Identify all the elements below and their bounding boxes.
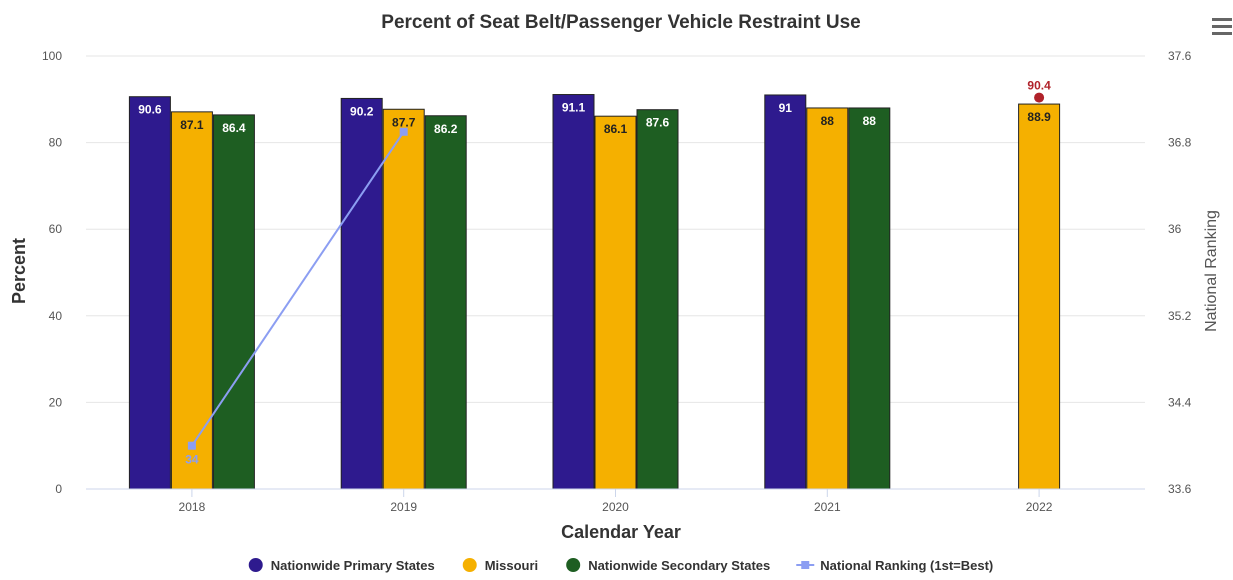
ranking-point[interactable] (187, 441, 196, 450)
y2-tick-label: 34.4 (1168, 395, 1192, 409)
legend: Nationwide Primary States Missouri Nationw… (248, 558, 993, 573)
y-tick-label: 0 (55, 482, 62, 496)
legend-item[interactable]: National Ranking (1st=Best) (796, 558, 993, 573)
legend-label: Missouri (485, 558, 538, 573)
x-axis-title: Calendar Year (561, 522, 681, 542)
y2-tick-label: 33.6 (1168, 482, 1192, 496)
chart-title: Percent of Seat Belt/Passenger Vehicle R… (381, 12, 860, 33)
legend-marker (801, 561, 810, 569)
bar-value-label: 86.1 (604, 122, 628, 136)
bar-value-label: 88 (821, 114, 835, 128)
axes: 0 20 40 60 80 100 33.6 34.4 35.2 36 36.8 37.6 2018 20… (42, 49, 1192, 514)
bars (128, 94, 1061, 490)
bar-value-label: 88 (863, 114, 877, 128)
legend-label: Nationwide Primary States (271, 558, 435, 573)
bar[interactable] (1018, 103, 1061, 490)
bar-value-label: 87.7 (392, 115, 416, 129)
bar-value-label: 87.1 (180, 118, 204, 132)
extra-point-label: 90.4 (1027, 79, 1051, 93)
x-tick-label: 2018 (179, 500, 206, 514)
y2-axis-title: National Ranking (1203, 210, 1220, 332)
y-tick-label: 100 (42, 49, 62, 63)
bar[interactable] (340, 97, 383, 490)
y-tick-label: 80 (49, 136, 63, 150)
ranking-point[interactable] (399, 127, 408, 136)
bar[interactable] (382, 108, 425, 490)
bar-value-label: 90.6 (138, 103, 162, 117)
hamburger-menu-icon[interactable] (1208, 14, 1233, 40)
x-tick-label: 2021 (814, 500, 841, 514)
x-tick-label: 2022 (1026, 500, 1053, 514)
bar[interactable] (594, 115, 637, 490)
bar-value-label: 91 (779, 101, 793, 115)
ranking-line (191, 131, 405, 447)
extra-point[interactable] (1034, 92, 1045, 103)
legend-marker (248, 558, 263, 572)
y-tick-label: 60 (49, 222, 63, 236)
bar-value-label: 88.9 (1027, 110, 1051, 124)
legend-label: Nationwide Secondary States (588, 558, 770, 573)
x-tick-label: 2019 (390, 500, 417, 514)
legend-label: National Ranking (1st=Best) (820, 558, 993, 573)
y-tick-label: 20 (49, 395, 63, 409)
bar[interactable] (764, 94, 807, 490)
data-labels: 90.6 87.1 86.4 90.2 87.7 86.2 91.1 86.1 87.6 91 88… (138, 101, 1051, 137)
y2-tick-label: 37.6 (1168, 49, 1192, 63)
y2-tick-label: 35.2 (1168, 309, 1192, 323)
bar-value-label: 86.4 (222, 121, 246, 135)
bar-value-label: 87.6 (646, 116, 670, 130)
legend-item[interactable]: Nationwide Primary States (248, 558, 435, 573)
y2-tick-label: 36.8 (1168, 136, 1192, 150)
ranking-line-layer: 34 90.4 (185, 79, 1051, 467)
bar[interactable] (552, 94, 595, 490)
legend-marker (566, 558, 581, 572)
y2-tick-label: 36 (1168, 222, 1182, 236)
bar[interactable] (806, 107, 849, 490)
bar[interactable] (170, 111, 213, 490)
bar[interactable] (424, 115, 467, 490)
legend-item[interactable]: Nationwide Secondary States (566, 558, 770, 573)
y-axis-title: Percent (9, 238, 29, 304)
legend-marker (462, 558, 477, 572)
bar[interactable] (212, 114, 255, 490)
y-tick-label: 40 (49, 309, 63, 323)
bar-value-label: 91.1 (562, 101, 586, 115)
bar[interactable] (128, 96, 171, 490)
bar-value-label: 86.2 (434, 122, 458, 136)
legend-item[interactable]: Missouri (462, 558, 538, 573)
bar-value-label: 90.2 (350, 104, 374, 118)
bar[interactable] (636, 109, 679, 490)
bar[interactable] (848, 107, 891, 490)
x-tick-label: 2020 (602, 500, 629, 514)
ranking-point-label: 34 (185, 453, 199, 467)
